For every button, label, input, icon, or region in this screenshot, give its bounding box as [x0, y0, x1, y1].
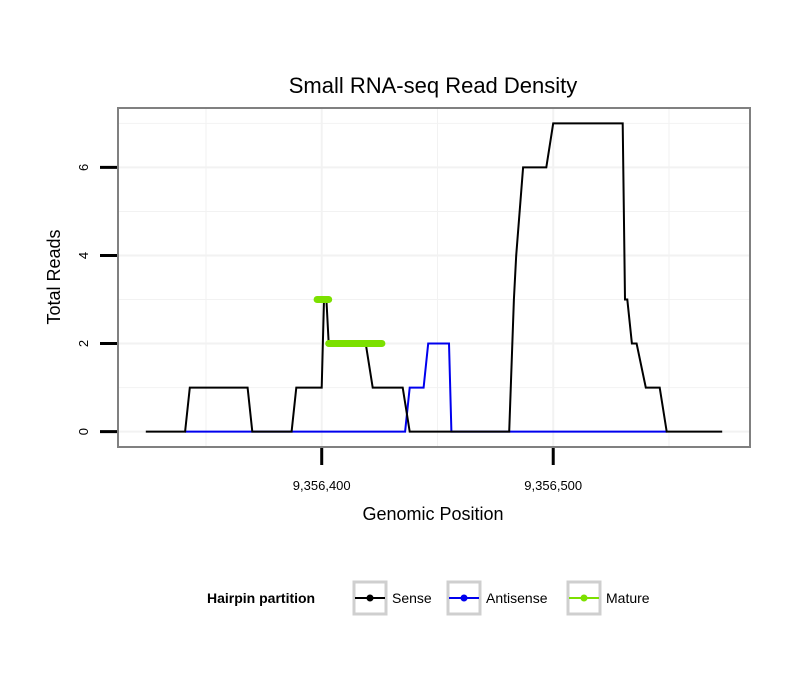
legend-title: Hairpin partition: [207, 590, 315, 606]
sense-series-line: [145, 122, 723, 433]
x-axis-title: Genomic Position: [362, 504, 503, 524]
panel-border: [117, 107, 751, 448]
chart-title: Small RNA-seq Read Density: [289, 73, 578, 98]
legend: Hairpin partition Sense Antisense Mature: [207, 580, 650, 616]
y-axis: 0 2 4 6: [76, 164, 117, 435]
legend-key-point-sense: [366, 594, 374, 602]
y-tick-label: 2: [76, 340, 91, 347]
y-tick-label: 0: [76, 428, 91, 435]
legend-label-sense: Sense: [392, 590, 432, 606]
y-tick-label: 6: [76, 164, 91, 171]
series-layer: [145, 122, 723, 433]
legend-key-point-antisense: [460, 594, 468, 602]
plot-panel: [118, 108, 750, 447]
legend-key-point-mature: [580, 594, 588, 602]
y-axis-title: Total Reads: [44, 229, 64, 324]
y-tick-label: 4: [76, 252, 91, 259]
x-tick-label: 9,356,400: [293, 478, 351, 493]
legend-label-antisense: Antisense: [486, 590, 548, 606]
x-axis: 9,356,400 9,356,500: [293, 448, 582, 493]
x-tick-label: 9,356,500: [524, 478, 582, 493]
legend-label-mature: Mature: [606, 590, 650, 606]
